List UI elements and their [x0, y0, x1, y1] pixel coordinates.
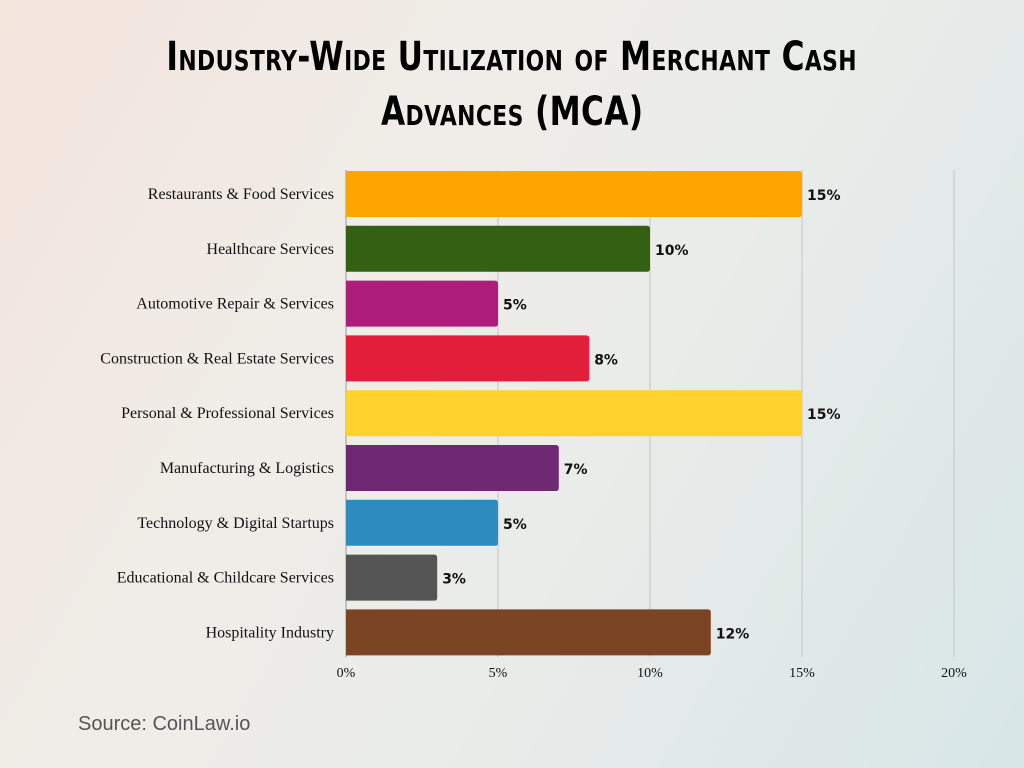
- bar: [346, 499, 498, 546]
- category-label: Manufacturing & Logistics: [160, 460, 334, 477]
- category-label: Hospitality Industry: [206, 624, 334, 641]
- data-label: 15%: [807, 407, 841, 423]
- category-label: Restaurants & Food Services: [148, 186, 334, 203]
- category-label: Automotive Repair & Services: [136, 296, 334, 313]
- category-label: Technology & Digital Startups: [137, 515, 334, 532]
- bar: [346, 225, 650, 272]
- title-text: Advances (MCA): [380, 89, 644, 135]
- chart-title-line1: Industry-Wide Utilization of Merchant Ca…: [0, 34, 1024, 80]
- source-note: Source: CoinLaw.io: [78, 713, 251, 735]
- x-tick-label: 20%: [941, 666, 967, 681]
- bar: [346, 335, 590, 382]
- bar: [346, 171, 802, 217]
- data-label: 8%: [594, 352, 618, 368]
- x-tick-label: 15%: [789, 666, 815, 681]
- data-label: 15%: [807, 188, 841, 204]
- bar: [346, 390, 802, 437]
- data-label: 7%: [564, 462, 588, 478]
- x-tick-label: 0%: [337, 666, 356, 681]
- title-text: Industry-Wide Utilization of Merchant Ca…: [166, 34, 858, 80]
- x-tick-label: 5%: [489, 666, 508, 681]
- data-label: 3%: [442, 572, 466, 588]
- data-label: 10%: [655, 243, 689, 259]
- category-label: Healthcare Services: [207, 241, 334, 258]
- data-label: 12%: [716, 626, 750, 642]
- data-label: 5%: [503, 517, 527, 533]
- category-label: Personal & Professional Services: [121, 405, 334, 422]
- data-label: 5%: [503, 298, 527, 314]
- x-tick-label: 10%: [637, 666, 663, 681]
- category-label: Construction & Real Estate Services: [100, 350, 334, 367]
- bar: [346, 554, 438, 601]
- chart-title-line2: Advances (MCA): [0, 89, 1024, 135]
- bar: [346, 445, 559, 491]
- bar: [346, 280, 498, 327]
- bar: [346, 609, 711, 656]
- category-label: Educational & Childcare Services: [117, 570, 334, 587]
